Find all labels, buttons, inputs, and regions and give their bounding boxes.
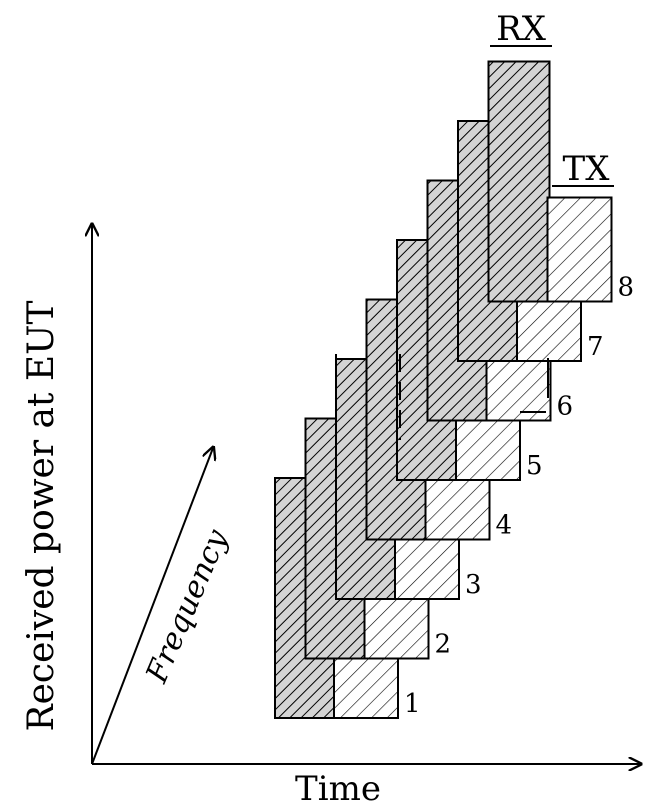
slot-number-7: 7 — [587, 332, 604, 362]
frequency-axis-line — [91, 448, 213, 765]
slot-number-3: 3 — [465, 570, 482, 600]
signal-blocks — [274, 60, 613, 719]
slot-number-4: 4 — [496, 511, 513, 541]
slot-number-2: 2 — [435, 630, 452, 660]
frequency-axis-label: Frequency — [139, 524, 235, 689]
tx-header: TX — [552, 149, 614, 189]
tx-block-8 — [546, 196, 613, 303]
slot-number-6: 6 — [557, 392, 574, 422]
y-axis-label: Received power at EUT — [21, 300, 62, 731]
rx-label: RX — [496, 9, 547, 49]
slot-number-5: 5 — [526, 451, 543, 481]
dashed-separators — [335, 354, 549, 440]
tx-label: TX — [563, 149, 611, 189]
rx-header: RX — [490, 9, 552, 49]
slot-number-8: 8 — [618, 273, 635, 303]
slot-number-1: 1 — [404, 689, 421, 719]
rx-block-8 — [487, 60, 551, 303]
x-axis-label: Time — [295, 769, 381, 808]
